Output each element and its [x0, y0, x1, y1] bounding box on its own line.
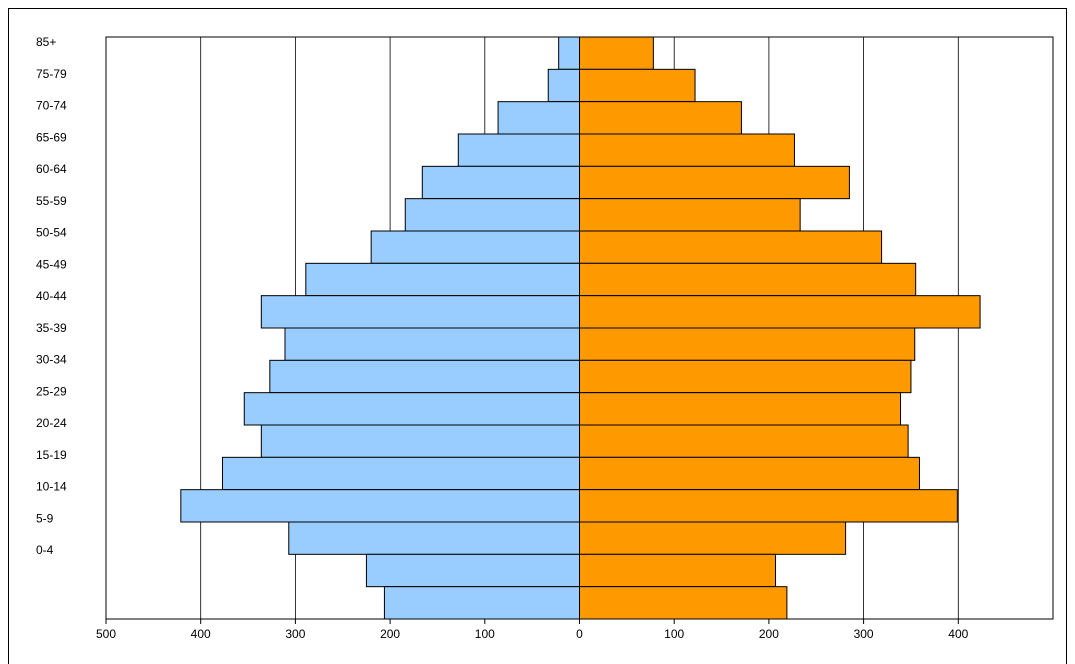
x-tick-label: 400 — [948, 627, 968, 641]
bar — [579, 553, 777, 588]
bar — [404, 198, 581, 232]
bar — [579, 392, 902, 426]
y-tick-label: 10-14 — [36, 480, 67, 494]
bar — [579, 489, 958, 523]
bar — [579, 133, 795, 167]
bar — [370, 230, 580, 264]
x-tick-label: 100 — [475, 627, 495, 641]
x-tick-label: 400 — [191, 627, 211, 641]
bar — [260, 295, 580, 329]
bar — [305, 262, 580, 297]
y-tick-label: 65-69 — [36, 130, 67, 144]
y-tick-label: 0-4 — [36, 543, 54, 557]
bar — [579, 101, 742, 135]
bar — [497, 101, 581, 135]
y-tick-label: 35-39 — [36, 321, 67, 335]
bar — [547, 68, 581, 103]
y-tick-label: 15-19 — [36, 448, 67, 462]
y-tick-label: 75-79 — [36, 67, 67, 81]
y-tick-label: 20-24 — [36, 416, 67, 430]
y-tick-label: 40-44 — [36, 289, 67, 303]
bar — [579, 165, 850, 200]
bar — [579, 262, 917, 297]
y-tick-label: 70-74 — [36, 99, 67, 113]
x-tick-label: 300 — [854, 627, 874, 641]
x-tick-label: 200 — [380, 627, 400, 641]
y-tick-label: 25-29 — [36, 384, 67, 398]
y-tick-label: 50-54 — [36, 226, 67, 240]
bar — [221, 456, 581, 491]
bar — [284, 327, 580, 361]
y-tick-label: 5-9 — [36, 511, 54, 525]
bar — [260, 424, 580, 458]
y-tick-label: 30-34 — [36, 353, 67, 367]
x-tick-label: 100 — [664, 627, 684, 641]
bar — [579, 68, 696, 103]
bar — [558, 36, 581, 70]
bar — [269, 359, 580, 394]
bar — [243, 392, 580, 426]
x-tick-label: 200 — [759, 627, 779, 641]
y-tick-label: 60-64 — [36, 162, 67, 176]
bar — [180, 489, 581, 523]
y-tick-label: 55-59 — [36, 194, 67, 208]
bar — [421, 165, 580, 200]
bar — [579, 198, 801, 232]
bar — [579, 456, 920, 491]
bar — [579, 295, 981, 329]
x-tick-label: 300 — [285, 627, 305, 641]
bar — [457, 133, 580, 167]
chart-border — [8, 8, 1067, 664]
bar — [579, 230, 883, 264]
bar — [579, 327, 916, 361]
y-tick-label: 45-49 — [36, 257, 67, 271]
bar — [365, 553, 580, 588]
bar — [579, 521, 847, 555]
x-tick-label: 500 — [96, 627, 116, 641]
bar — [579, 36, 654, 70]
y-tick-label: 85+ — [36, 35, 56, 49]
bar — [579, 359, 912, 394]
bar — [288, 521, 580, 555]
x-tick-label: 0 — [576, 627, 583, 641]
bar — [579, 586, 788, 620]
bar — [579, 424, 909, 458]
bar — [383, 586, 580, 620]
